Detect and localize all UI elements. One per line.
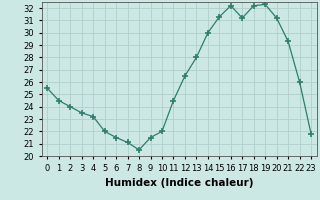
X-axis label: Humidex (Indice chaleur): Humidex (Indice chaleur) xyxy=(105,178,253,188)
